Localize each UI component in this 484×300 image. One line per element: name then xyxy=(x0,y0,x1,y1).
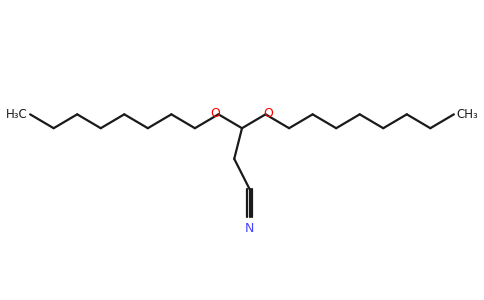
Text: CH₃: CH₃ xyxy=(457,108,479,121)
Text: O: O xyxy=(263,107,273,120)
Text: H₃C: H₃C xyxy=(5,108,27,121)
Text: N: N xyxy=(245,222,255,235)
Text: O: O xyxy=(211,107,221,120)
